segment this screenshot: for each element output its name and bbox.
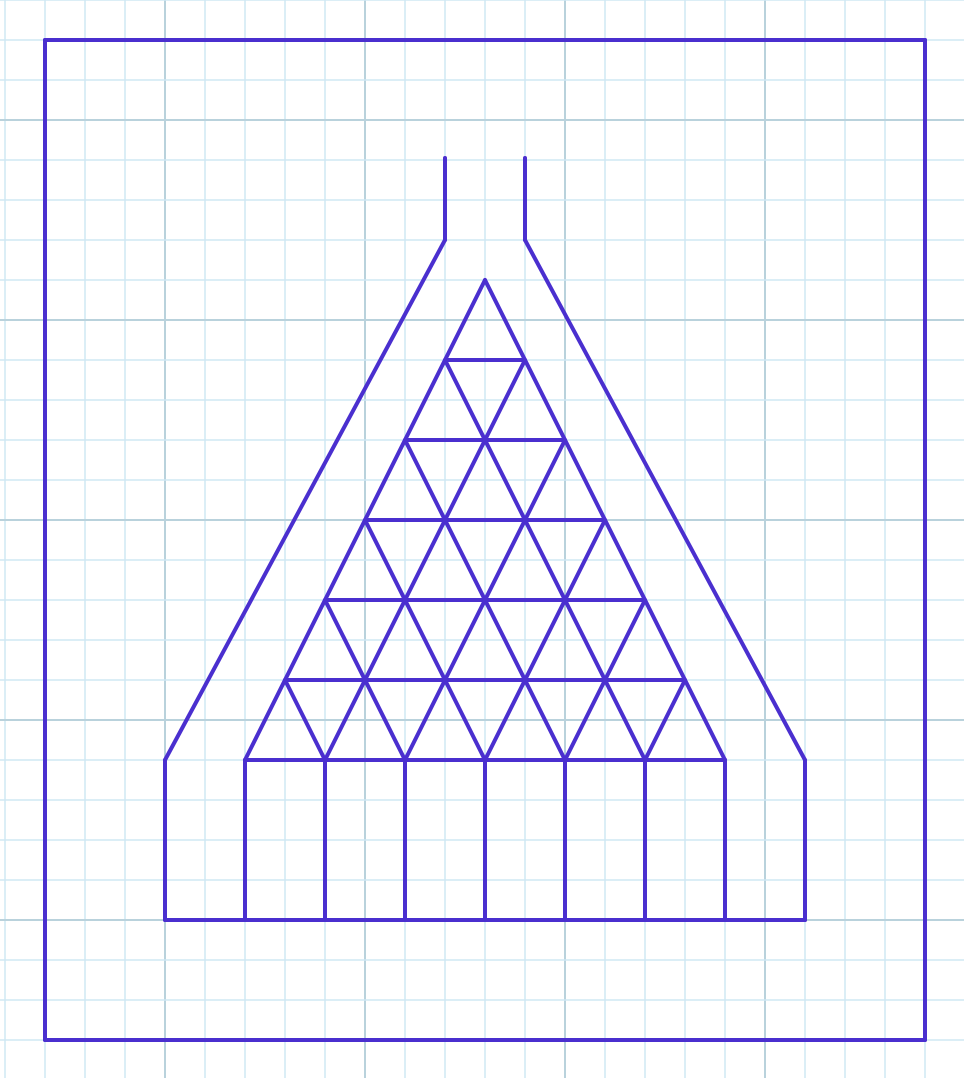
- line-drawing: [43, 38, 927, 1042]
- outline-left-slope: [163, 238, 447, 762]
- lattice-diagonal-line: [323, 358, 527, 762]
- lattice-diagonal-line: [483, 278, 727, 762]
- lattice-diagonal-line: [403, 438, 567, 762]
- lattice-diagonal-line: [443, 358, 647, 762]
- outline-right-slope: [523, 238, 807, 762]
- lattice-diagonal-line: [363, 518, 487, 762]
- lattice-diagonal-line: [283, 678, 327, 762]
- lattice-diagonal-line: [483, 518, 607, 762]
- lattice-diagonal-line: [323, 598, 407, 762]
- lattice-diagonal-line: [643, 678, 687, 762]
